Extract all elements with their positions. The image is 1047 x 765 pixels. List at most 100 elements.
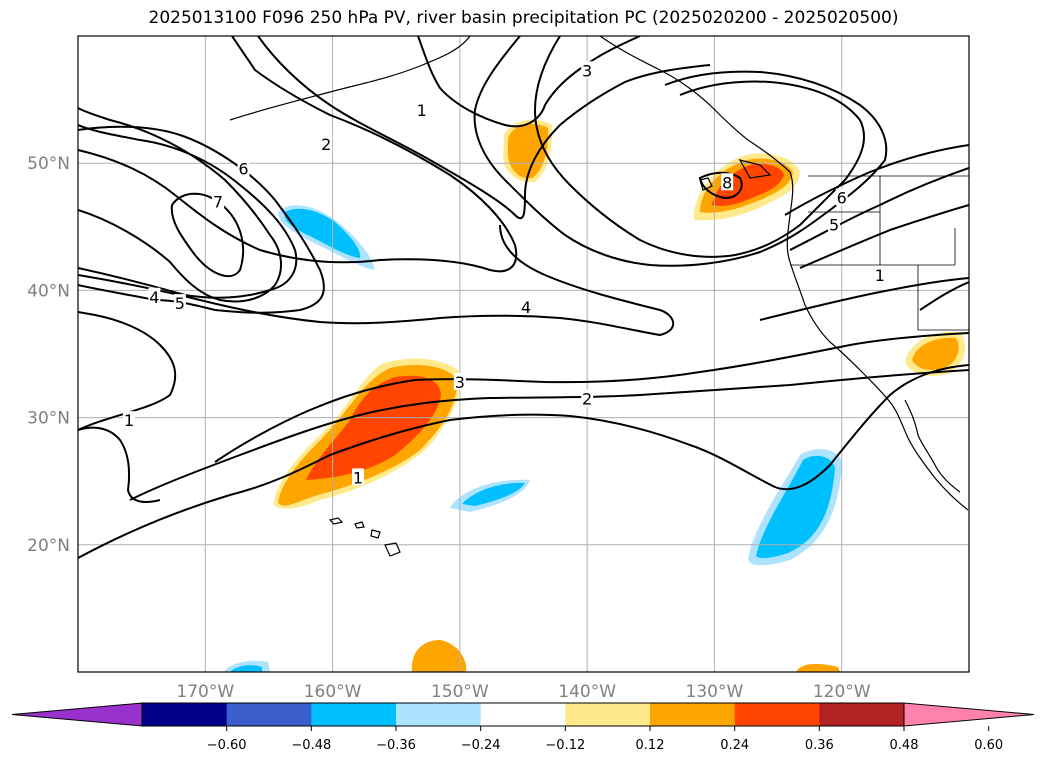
fill-central-pacific-red	[306, 375, 441, 480]
contour-label: 5	[829, 215, 839, 234]
lat-label: 40°N	[27, 281, 70, 301]
contour-label-bg	[415, 100, 428, 118]
colorbar-outline	[141, 702, 905, 727]
pv-contour-3-east	[759, 277, 969, 321]
lon-label: 170°W	[176, 682, 234, 702]
colorbar-tick-label: 0.36	[805, 738, 834, 753]
contour-label: 1	[124, 411, 134, 430]
colorbar-tick-label: −0.36	[376, 738, 416, 753]
lon-label: 160°W	[304, 682, 362, 702]
colorbar-segment	[819, 703, 905, 726]
contour-label-bg	[237, 159, 250, 177]
contour-label: 4	[521, 298, 531, 317]
colorbar-segment	[734, 703, 820, 726]
contour-label-bg	[148, 287, 161, 305]
pv-contour-6	[78, 107, 282, 303]
pv-contour-1-west	[78, 311, 177, 431]
contour-label-bg	[173, 294, 186, 312]
pnw-islands	[699, 159, 772, 191]
colorbar-tick-label: 0.12	[636, 738, 665, 753]
colorbar-segment	[650, 703, 736, 726]
colorbar-extend-max	[903, 702, 1035, 727]
contour-label: 4	[149, 288, 159, 307]
map-frame	[77, 35, 970, 673]
alaska-peninsula	[229, 36, 471, 121]
fill-south-positive-2	[796, 663, 840, 672]
colorbar-tick-label: −0.48	[291, 738, 331, 753]
pv-contour-8	[698, 171, 743, 200]
contour-label: 8	[722, 173, 732, 192]
hawaiian-islands	[328, 517, 401, 557]
lat-label: 30°N	[27, 409, 70, 429]
contour-label-bg	[122, 411, 135, 429]
pv-contour-3-mid	[214, 332, 969, 463]
colorbar-segment	[480, 703, 566, 726]
contour-label-bg	[873, 266, 886, 284]
pv-contour-1-mid	[78, 364, 969, 559]
pv-contour-4-east	[799, 204, 969, 269]
contour-label-bg	[212, 192, 225, 210]
contour-label-bg	[520, 297, 533, 315]
colorbar-tick-label: 0.24	[720, 738, 749, 753]
pv-contour-3-north	[417, 36, 641, 128]
fill-hawaii-negative	[462, 482, 525, 506]
fill-northwest-negative	[284, 208, 361, 258]
fill-south-negative-dark	[230, 665, 262, 672]
contour-label-bg	[581, 61, 594, 79]
pv-contour-ridge-1	[473, 36, 888, 267]
lon-label: 150°W	[431, 682, 489, 702]
contour-label-bg	[835, 188, 848, 206]
lon-label: 140°W	[558, 682, 616, 702]
colorbar: −0.60 −0.48 −0.36 −0.24 −0.12 0.12 0.24 0.36 0.4…	[11, 702, 1035, 753]
lat-label: 50°N	[27, 154, 70, 174]
pv-contour-7	[170, 192, 245, 278]
colorbar-tick-label: 0.60	[974, 738, 1003, 753]
colorbar-segment	[226, 703, 312, 726]
colorbar-segment	[396, 703, 482, 726]
fill-southwest-orange	[912, 337, 959, 370]
lon-label: 130°W	[686, 682, 744, 702]
contour-label-bg	[721, 173, 734, 191]
contour-label: 1	[875, 266, 885, 285]
contour-label: 6	[238, 159, 248, 178]
fill-gulf-alaska-orange	[508, 123, 549, 179]
longitude-labels: 170°W 160°W 150°W 140°W 130°W 120°W	[176, 682, 870, 702]
contour-label: 6	[837, 189, 847, 208]
map-title: 2025013100 F096 250 hPa PV, river basin …	[148, 8, 899, 28]
pv-contour-2-north	[78, 36, 518, 273]
fill-baja-negative	[756, 455, 835, 559]
pv-contour-4	[78, 125, 325, 314]
pv-contour-1-north	[257, 36, 711, 220]
contour-label-bg	[320, 135, 333, 153]
colorbar-tick-label: 0.48	[890, 738, 919, 753]
pv-contour-4-mid	[78, 224, 675, 337]
contour-label-bg	[581, 389, 594, 407]
latitude-labels: 50°N 40°N 30°N 20°N	[27, 154, 70, 556]
pv-contour-5	[78, 124, 298, 299]
fill-pnw-red	[712, 163, 784, 207]
state-borders	[790, 176, 969, 331]
graticule	[78, 36, 969, 672]
colorbar-extend-min	[11, 702, 143, 727]
colorbar-segment	[142, 703, 228, 726]
contour-label: 3	[582, 61, 592, 80]
pv-contour-1-east	[919, 281, 969, 311]
contour-label-bg	[352, 468, 365, 486]
pv-contours	[78, 36, 969, 559]
colorbar-tick-label: −0.12	[545, 738, 585, 753]
pv-contour-6-east	[784, 144, 969, 216]
contour-label-bg	[453, 372, 466, 390]
contour-label: 2	[582, 390, 592, 409]
lon-label: 120°W	[813, 682, 871, 702]
pv-contour-2-mid	[129, 369, 969, 501]
contour-label: 2	[321, 135, 331, 154]
colorbar-tick-label: −0.60	[207, 738, 247, 753]
pv-contour-5-east	[789, 167, 969, 251]
colorbar-tick-label: −0.24	[461, 738, 501, 753]
colorbar-segment	[311, 703, 397, 726]
colorbar-segment	[565, 703, 651, 726]
contour-label: 5	[175, 294, 185, 313]
pv-contour-1-sw	[78, 426, 161, 503]
